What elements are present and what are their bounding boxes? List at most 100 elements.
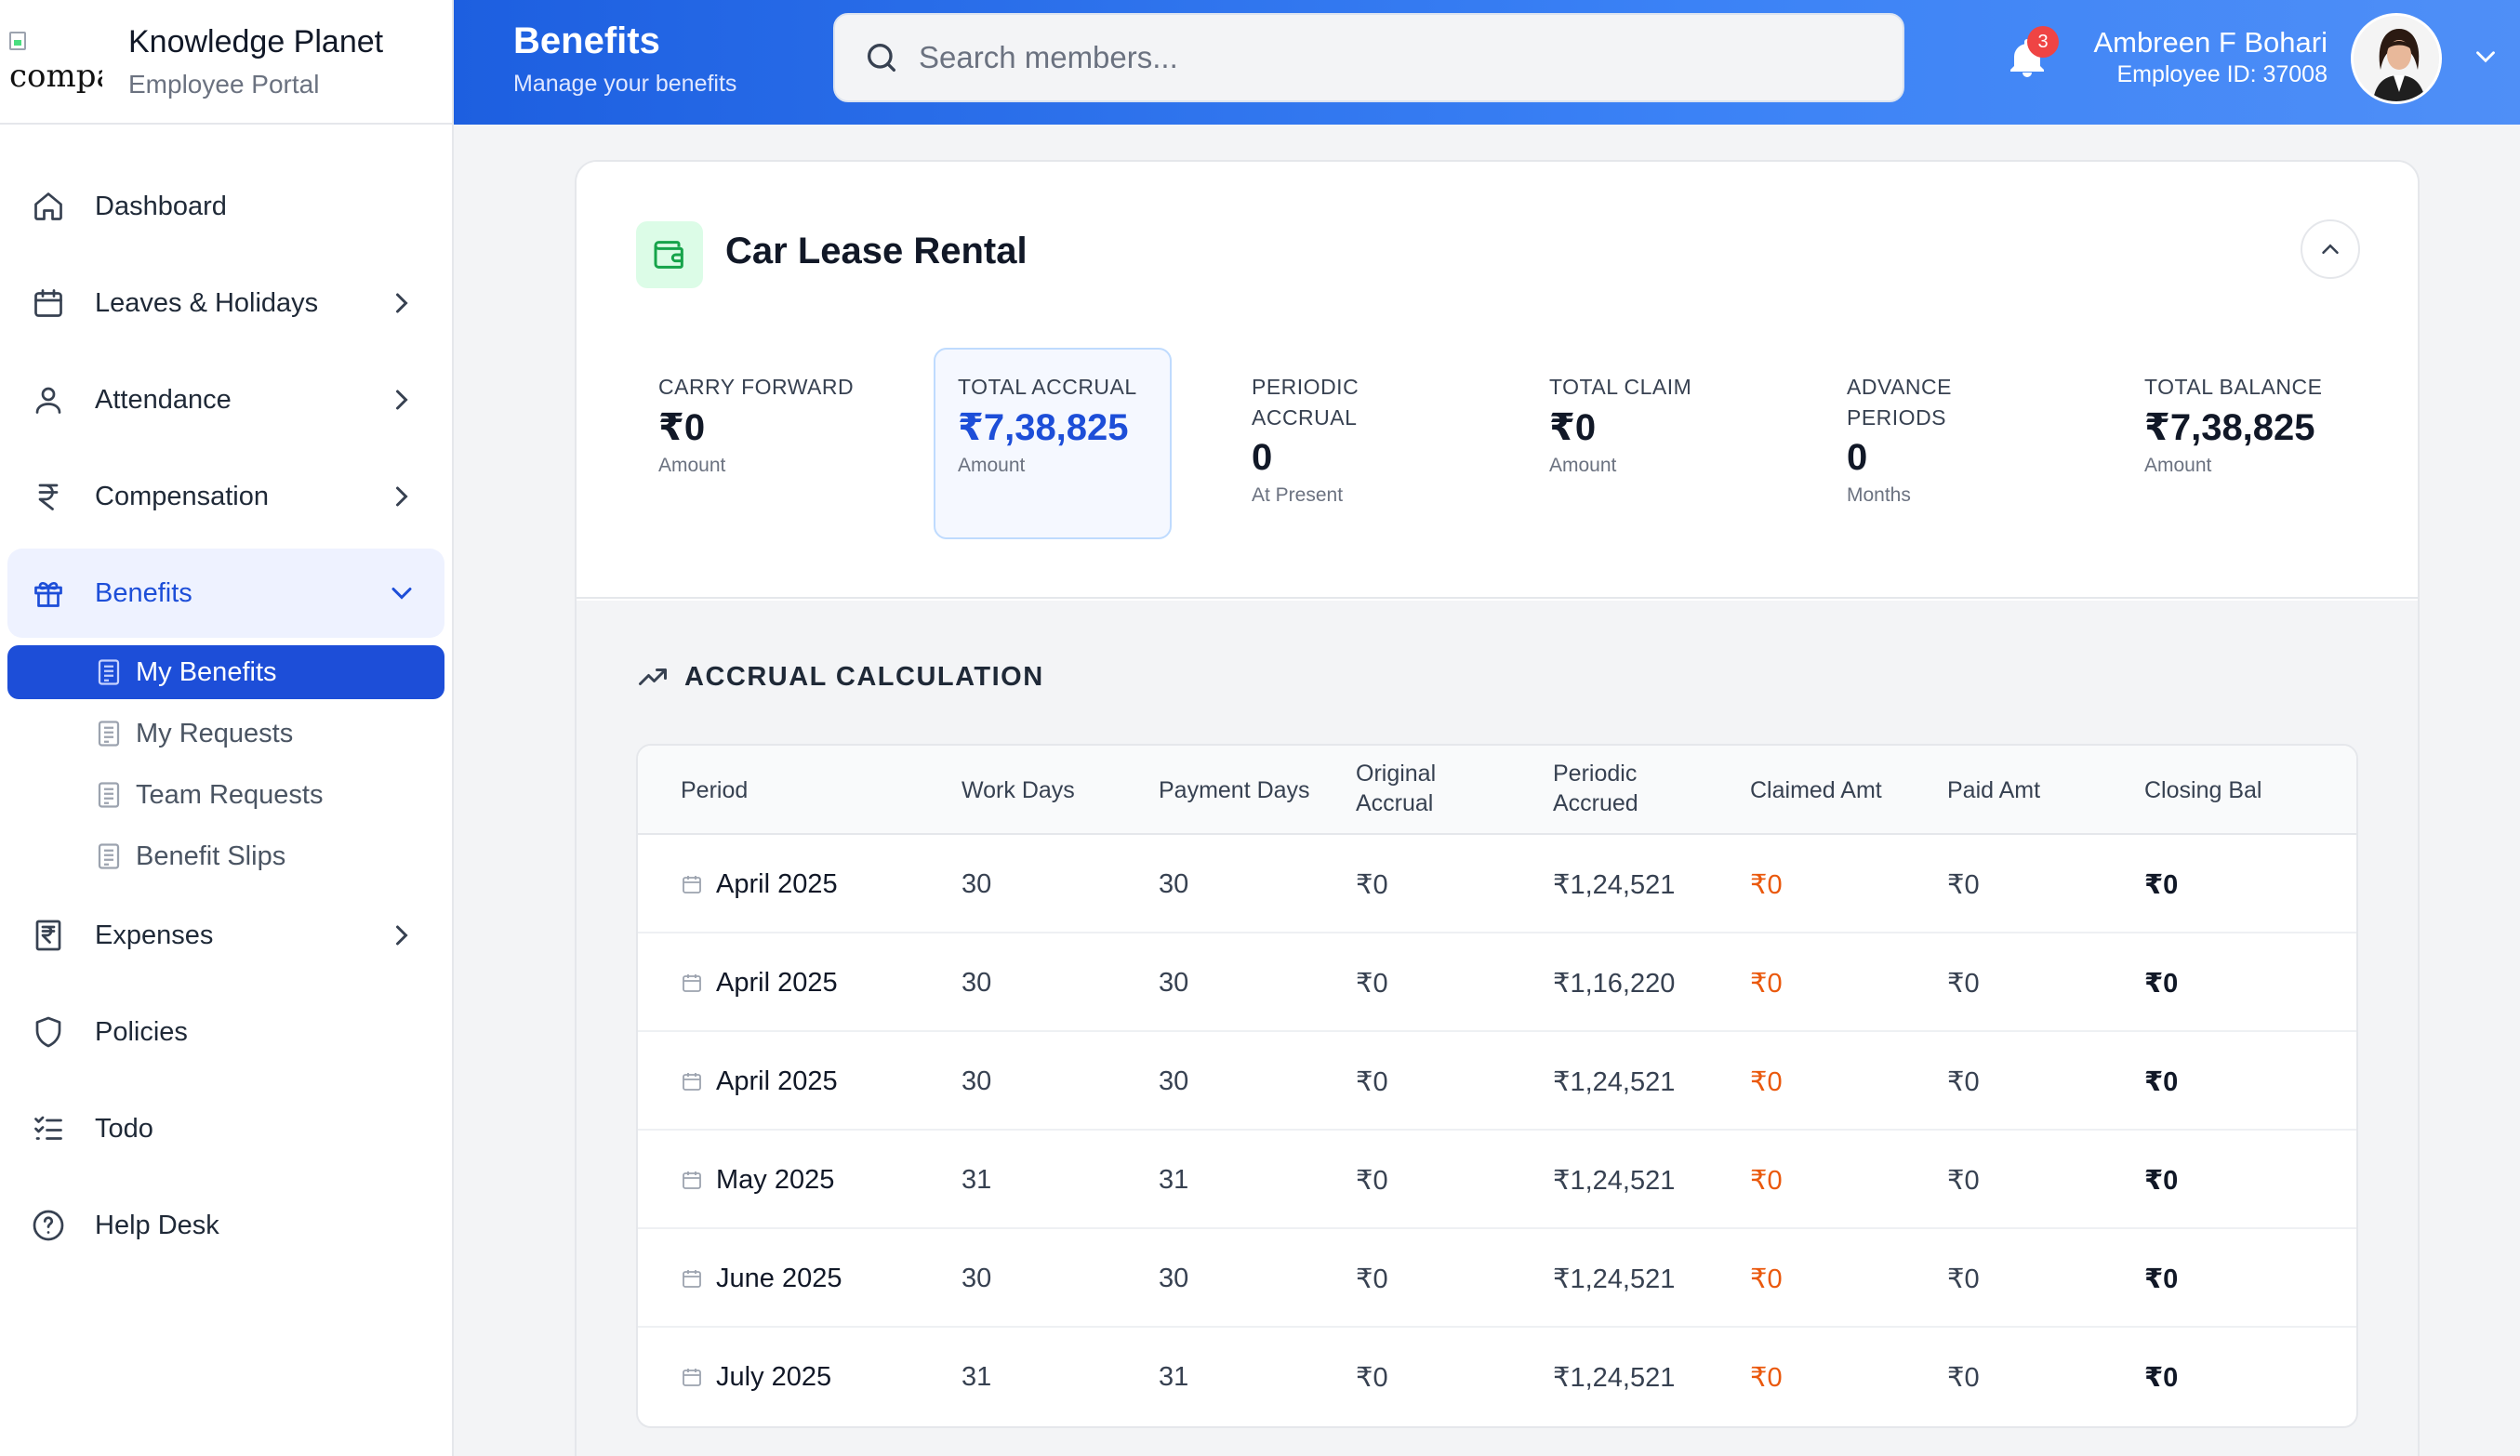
sidebar-item-expenses[interactable]: Expenses <box>7 891 444 980</box>
accrual-table: Period Work Days Payment Days Original Ac… <box>636 744 2358 1428</box>
accrual-section: ACCRUAL CALCULATION Period Work Days Pay… <box>577 601 2418 1456</box>
logo-alt-text: compa <box>9 58 102 95</box>
cell-payment-days: 31 <box>1159 1361 1189 1392</box>
cell-claimed-amt: ₹0 <box>1750 869 1783 900</box>
stat-label: PERIODS <box>1847 405 1947 430</box>
cell-claimed-amt: ₹0 <box>1750 1362 1783 1393</box>
chevron-down-icon <box>391 588 412 600</box>
home-icon <box>30 188 67 225</box>
cell-work-days: 31 <box>962 1164 992 1195</box>
sidebar-item-attendance[interactable]: Attendance <box>7 355 444 444</box>
table-row[interactable]: April 2025 30 30 ₹0 ₹1,16,220 ₹0 ₹0 ₹0 <box>638 933 2356 1032</box>
sidebar-subitem-benefit-slips[interactable]: Benefit Slips <box>7 829 444 883</box>
cell-paid-amt: ₹0 <box>1947 1165 1980 1196</box>
page-title: Benefits <box>513 20 660 61</box>
trending-up-icon <box>639 668 667 685</box>
cell-paid-amt: ₹0 <box>1947 1362 1980 1393</box>
sidebar-subitem-my-benefits[interactable]: My Benefits <box>7 645 444 699</box>
sidebar-item-todo[interactable]: Todo <box>7 1084 444 1173</box>
stat-total-balance: TOTAL BALANCE ₹7,38,825 Amount <box>2144 372 2322 477</box>
cell-period: July 2025 <box>681 1328 831 1426</box>
chevron-right-icon <box>396 486 408 507</box>
cell-payment-days: 30 <box>1159 1066 1189 1096</box>
cell-periodic-accrued: ₹1,24,521 <box>1553 869 1676 900</box>
sidebar-item-label: Dashboard <box>95 191 227 221</box>
cell-payment-days: 30 <box>1159 868 1189 899</box>
benefit-card: Car Lease Rental CARRY FORWARD ₹0 Amount… <box>575 160 2420 1456</box>
cell-closing-bal: ₹0 <box>2144 1362 2179 1393</box>
stat-sub: Months <box>1847 484 1911 506</box>
sidebar-item-label: Expenses <box>95 920 214 950</box>
cell-work-days: 30 <box>962 1263 992 1293</box>
cell-paid-amt: ₹0 <box>1947 869 1980 900</box>
brand: compa Knowledge Planet Employee Portal <box>0 0 452 125</box>
stat-sub: At Present <box>1252 484 1344 506</box>
brand-subtitle: Employee Portal <box>128 69 320 99</box>
cell-closing-bal: ₹0 <box>2144 869 2179 900</box>
cell-paid-amt: ₹0 <box>1947 1264 1980 1294</box>
page-subtitle: Manage your benefits <box>513 71 737 97</box>
section-title: ACCRUAL CALCULATION <box>684 661 1044 692</box>
stat-label: TOTAL ACCRUAL <box>958 375 1137 399</box>
search-input[interactable] <box>919 40 1849 75</box>
cell-periodic-accrued: ₹1,24,521 <box>1553 1165 1676 1196</box>
search-box <box>833 13 1904 102</box>
document-icon <box>98 659 120 685</box>
sidebar-item-compensation[interactable]: Compensation <box>7 452 444 541</box>
cell-closing-bal: ₹0 <box>2144 1264 2179 1294</box>
stat-value: ₹7,38,825 <box>2144 407 2315 448</box>
stat-carry-forward: CARRY FORWARD ₹0 Amount <box>658 372 854 477</box>
cell-periodic-accrued: ₹1,16,220 <box>1553 968 1676 999</box>
table-row[interactable]: April 2025 30 30 ₹0 ₹1,24,521 ₹0 ₹0 ₹0 <box>638 835 2356 933</box>
stat-label: ADVANCE <box>1847 375 1952 399</box>
sidebar-item-dashboard[interactable]: Dashboard <box>7 162 444 251</box>
column-header-paid-amt: Paid Amt <box>1947 777 2041 803</box>
cell-periodic-accrued: ₹1,24,521 <box>1553 1264 1676 1294</box>
sidebar-item-policies[interactable]: Policies <box>7 987 444 1077</box>
sidebar-subitem-label: My Benefits <box>136 656 277 687</box>
collapse-button[interactable] <box>2301 219 2360 279</box>
table-row[interactable]: April 2025 30 30 ₹0 ₹1,24,521 ₹0 ₹0 ₹0 <box>638 1032 2356 1131</box>
cell-original-accrual: ₹0 <box>1356 869 1388 900</box>
chevron-right-icon <box>396 925 408 946</box>
benefit-summary: Car Lease Rental CARRY FORWARD ₹0 Amount… <box>577 162 2418 599</box>
sidebar-item-help-desk[interactable]: Help Desk <box>7 1181 444 1270</box>
column-header-claimed-amt: Claimed Amt <box>1750 777 1882 803</box>
calendar-icon <box>683 1171 701 1189</box>
user-icon <box>30 381 67 418</box>
sidebar-item-leaves[interactable]: Leaves & Holidays <box>7 258 444 348</box>
cell-original-accrual: ₹0 <box>1356 1362 1388 1393</box>
table-row[interactable]: June 2025 30 30 ₹0 ₹1,24,521 ₹0 ₹0 ₹0 <box>638 1229 2356 1328</box>
table-row[interactable]: May 2025 31 31 ₹0 ₹1,24,521 ₹0 ₹0 ₹0 <box>638 1131 2356 1229</box>
sidebar-item-benefits[interactable]: Benefits <box>7 549 444 638</box>
company-logo[interactable]: compa <box>9 24 102 99</box>
cell-work-days: 30 <box>962 1066 992 1096</box>
help-circle-icon <box>30 1207 67 1244</box>
calendar-icon <box>683 876 701 893</box>
sidebar-item-label: Help Desk <box>95 1210 219 1240</box>
calendar-icon <box>683 1369 701 1386</box>
stat-value: 0 <box>1252 437 1273 478</box>
chevron-down-icon[interactable] <box>2470 41 2501 73</box>
chevron-right-icon <box>396 293 408 313</box>
benefits-submenu: My Benefits My Requests Team Requests Be… <box>7 645 444 883</box>
cell-paid-amt: ₹0 <box>1947 1066 1980 1097</box>
column-header-periodic-accrued: Periodic Accrued <box>1553 761 1638 816</box>
cell-payment-days: 30 <box>1159 1263 1189 1293</box>
sidebar-subitem-team-requests[interactable]: Team Requests <box>7 768 444 822</box>
broken-image-icon <box>9 32 26 50</box>
table-row[interactable]: July 2025 31 31 ₹0 ₹1,24,521 ₹0 ₹0 ₹0 <box>638 1328 2356 1426</box>
calendar-icon <box>30 285 67 322</box>
cell-closing-bal: ₹0 <box>2144 968 2179 999</box>
stat-label: TOTAL CLAIM <box>1549 375 1692 399</box>
cell-periodic-accrued: ₹1,24,521 <box>1553 1362 1676 1393</box>
section-header: ACCRUAL CALCULATION <box>636 660 1044 694</box>
sidebar-subitem-my-requests[interactable]: My Requests <box>7 707 444 761</box>
avatar[interactable] <box>2351 13 2442 104</box>
table-header: Period Work Days Payment Days Original Ac… <box>638 746 2356 835</box>
document-icon <box>98 782 120 808</box>
stat-sub: Amount <box>2144 455 2212 476</box>
search-icon <box>868 44 895 73</box>
benefit-title: Car Lease Rental <box>725 231 1028 271</box>
cell-claimed-amt: ₹0 <box>1750 1264 1783 1294</box>
